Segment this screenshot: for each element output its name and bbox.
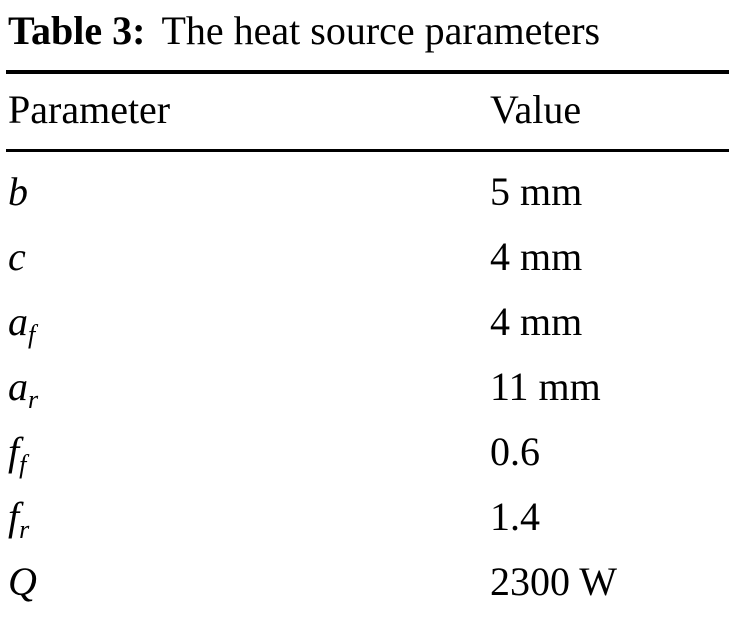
value-cell: 1.4 xyxy=(490,494,540,539)
param-subscript: f xyxy=(28,320,36,349)
table-row: b 5 mm xyxy=(6,166,729,231)
table-header-row: Parameter Value xyxy=(6,74,729,149)
column-header-value: Value xyxy=(490,87,582,132)
table-row: Q 2300 W xyxy=(6,556,729,621)
param-symbol: a xyxy=(8,299,28,344)
param-subscript: f xyxy=(19,450,27,479)
table-top-rule xyxy=(6,70,729,74)
table-row: c 4 mm xyxy=(6,231,729,296)
param-symbol: f xyxy=(8,494,20,539)
param-symbol: a xyxy=(8,364,28,409)
column-header-parameter: Parameter xyxy=(8,87,171,132)
param-symbol: Q xyxy=(8,559,37,604)
value-cell: 5 mm xyxy=(490,169,583,214)
value-cell: 0.7 xyxy=(490,621,729,625)
parameter-cell: af xyxy=(8,296,490,361)
value-cell: 2300 W xyxy=(490,559,618,604)
table-row: fr 1.4 xyxy=(6,491,729,556)
param-symbol: b xyxy=(8,169,28,214)
parameter-cell: c xyxy=(8,231,490,296)
param-symbol: c xyxy=(8,234,26,279)
value-cell: 11 mm xyxy=(490,364,601,409)
param-subscript: r xyxy=(19,515,30,544)
table-row: ar 11 mm xyxy=(6,361,729,426)
table-row: af 4 mm xyxy=(6,296,729,361)
value-cell: 0.6 xyxy=(490,429,540,474)
value-cell: 4 mm xyxy=(490,299,583,344)
table-row: ff 0.6 xyxy=(6,426,729,491)
table-caption-text: The heat source parameters xyxy=(161,8,601,53)
table-row: Efficiency coefficient 0.7 xyxy=(6,621,729,625)
table-body: b 5 mm c 4 mm af 4 mm ar 11 mm ff 0.6 fr… xyxy=(6,152,729,625)
value-cell: 4 mm xyxy=(490,234,583,279)
parameter-cell: b xyxy=(8,166,490,231)
parameter-cell: ff xyxy=(8,426,490,491)
table-caption-label: Table 3: xyxy=(8,8,146,53)
param-subscript: r xyxy=(28,385,39,414)
table-mid-rule xyxy=(6,149,729,152)
parameter-cell: Efficiency coefficient xyxy=(8,621,490,625)
parameter-cell: ar xyxy=(8,361,490,426)
parameter-cell: Q xyxy=(8,556,490,621)
table-caption: Table 3: The heat source parameters xyxy=(8,8,729,54)
param-symbol: f xyxy=(8,429,20,474)
parameter-cell: fr xyxy=(8,491,490,556)
